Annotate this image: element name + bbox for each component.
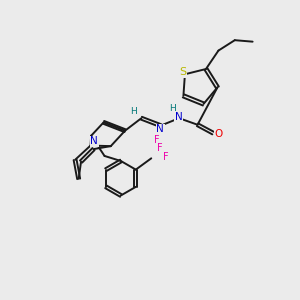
Text: H: H <box>130 107 137 116</box>
Text: S: S <box>179 68 186 77</box>
Text: F: F <box>157 143 162 153</box>
Text: F: F <box>163 152 169 162</box>
Text: N: N <box>90 136 98 146</box>
Text: O: O <box>214 129 223 139</box>
Text: H: H <box>169 104 176 113</box>
Text: F: F <box>154 135 159 145</box>
Text: N: N <box>156 124 164 134</box>
Text: N: N <box>175 112 182 122</box>
